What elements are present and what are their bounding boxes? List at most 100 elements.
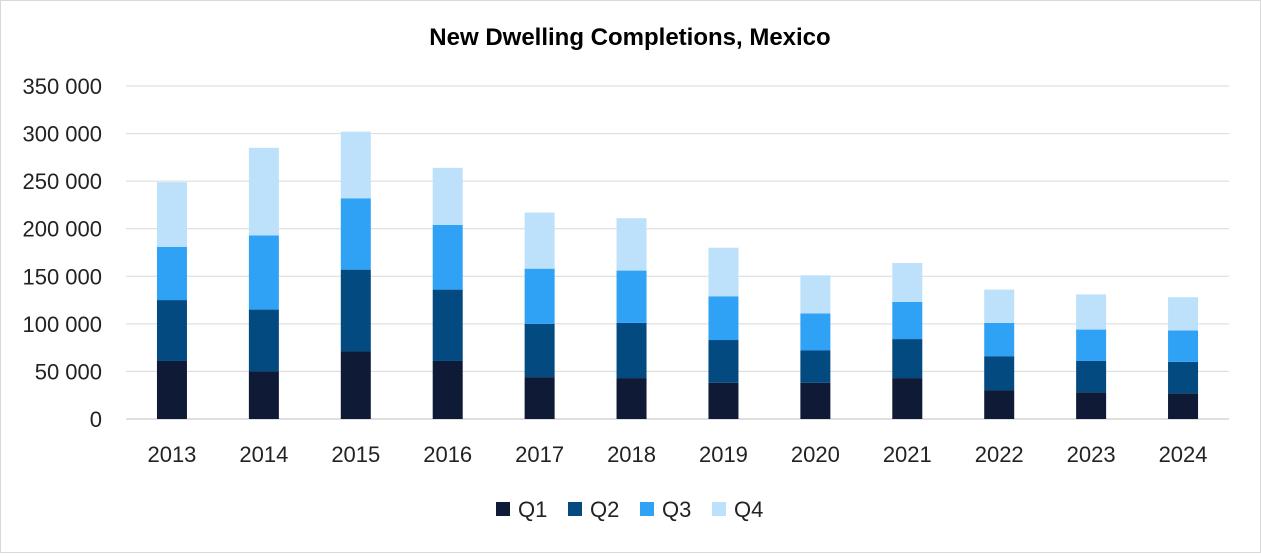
bar-segment-q3-2024 [1168, 330, 1199, 362]
legend-label: Q1 [518, 497, 547, 522]
bar-segment-q1-2015 [340, 351, 371, 419]
x-tick-label: 2020 [791, 442, 840, 467]
y-tick-label: 200 000 [22, 217, 102, 242]
bar-segment-q4-2024 [1168, 297, 1199, 331]
bar-segment-q3-2019 [708, 296, 739, 341]
x-tick-label: 2016 [423, 442, 472, 467]
y-tick-label: 0 [90, 407, 102, 432]
bar-segment-q4-2020 [800, 275, 831, 314]
x-tick-label: 2019 [699, 442, 748, 467]
y-tick-label: 300 000 [22, 122, 102, 147]
legend-item-q4: Q4 [712, 497, 763, 522]
bar-segment-q2-2018 [616, 322, 647, 379]
bar-segment-q1-2014 [248, 371, 279, 419]
x-tick-label: 2023 [1067, 442, 1116, 467]
bar-segment-q1-2023 [1076, 392, 1107, 419]
bar-stack-2016 [432, 167, 463, 419]
x-tick-label: 2013 [147, 442, 196, 467]
y-tick-label: 100 000 [22, 312, 102, 337]
x-tick-label: 2014 [239, 442, 288, 467]
legend-swatch [496, 502, 510, 516]
bar-segment-q3-2018 [616, 270, 647, 323]
bar-stack-2021 [892, 262, 923, 419]
bar-segment-q3-2020 [800, 313, 831, 351]
bar-segment-q2-2016 [432, 289, 463, 361]
bar-segment-q1-2022 [984, 390, 1015, 419]
bar-segment-q2-2019 [708, 340, 739, 383]
bar-segment-q4-2022 [984, 289, 1015, 323]
bar-stack-2017 [524, 212, 555, 419]
bar-stack-2013 [156, 182, 187, 419]
x-tick-label: 2021 [883, 442, 932, 467]
gridlines [126, 85, 1229, 420]
y-tick-label: 350 000 [22, 74, 102, 99]
bar-segment-q2-2017 [524, 323, 555, 378]
bar-segment-q4-2015 [340, 131, 371, 199]
bar-stack-2022 [984, 289, 1015, 419]
y-tick-label: 50 000 [35, 359, 102, 384]
legend-swatch [640, 502, 654, 516]
bar-segment-q2-2021 [892, 339, 923, 379]
bar-stack-2015 [340, 131, 371, 419]
bar-segment-q1-2018 [616, 378, 647, 419]
bar-segment-q2-2022 [984, 356, 1015, 391]
bar-stack-2018 [616, 218, 647, 419]
bar-segment-q4-2013 [156, 182, 187, 247]
bar-segment-q3-2014 [248, 235, 279, 310]
bar-segment-q3-2021 [892, 301, 923, 340]
bar-segment-q3-2023 [1076, 329, 1107, 361]
bar-stack-2024 [1168, 297, 1199, 419]
legend-label: Q2 [590, 497, 619, 522]
bar-segment-q4-2021 [892, 262, 923, 302]
bar-segment-q2-2013 [156, 300, 187, 361]
bars [156, 131, 1199, 419]
y-tick-label: 250 000 [22, 169, 102, 194]
x-tick-label: 2017 [515, 442, 564, 467]
bar-segment-q1-2020 [800, 382, 831, 419]
bar-segment-q1-2024 [1168, 393, 1199, 419]
bar-segment-q2-2023 [1076, 360, 1107, 393]
bar-segment-q1-2021 [892, 378, 923, 419]
chart-title: New Dwelling Completions, Mexico [429, 24, 830, 51]
bar-segment-q2-2015 [340, 269, 371, 352]
bar-stack-2014 [248, 147, 279, 419]
x-tick-label: 2022 [975, 442, 1024, 467]
bar-segment-q1-2013 [156, 360, 187, 419]
bar-stack-2023 [1076, 294, 1107, 419]
bar-segment-q3-2013 [156, 246, 187, 301]
x-tick-label: 2015 [331, 442, 380, 467]
x-tick-label: 2024 [1159, 442, 1208, 467]
bar-segment-q2-2024 [1168, 361, 1199, 394]
y-axis-ticks: 0 50 000 100 000 150 000 200 000 250 000 300 0… [22, 74, 102, 432]
legend-label: Q4 [734, 497, 763, 522]
bar-segment-q3-2015 [340, 198, 371, 270]
x-tick-label: 2018 [607, 442, 656, 467]
legend-swatch [568, 502, 582, 516]
bar-segment-q2-2014 [248, 309, 279, 372]
bar-segment-q3-2022 [984, 322, 1015, 357]
legend-item-q3: Q3 [640, 497, 691, 522]
bar-segment-q4-2023 [1076, 294, 1107, 330]
bar-segment-q1-2016 [432, 360, 463, 419]
bar-segment-q4-2018 [616, 218, 647, 271]
legend-label: Q3 [662, 497, 691, 522]
y-tick-label: 150 000 [22, 264, 102, 289]
bar-segment-q4-2016 [432, 167, 463, 225]
bar-stack-2019 [708, 247, 739, 419]
legend-item-q1: Q1 [496, 497, 547, 522]
bar-segment-q2-2020 [800, 350, 831, 383]
legend-swatch [712, 502, 726, 516]
bar-segment-q4-2014 [248, 147, 279, 236]
bar-segment-q4-2017 [524, 212, 555, 269]
bar-stack-2020 [800, 275, 831, 419]
bar-segment-q4-2019 [708, 247, 739, 297]
legend-item-q2: Q2 [568, 497, 619, 522]
bar-segment-q1-2017 [524, 377, 555, 419]
legend: Q1 Q2 Q3 Q4 [496, 497, 763, 522]
bar-segment-q3-2017 [524, 268, 555, 324]
x-axis-ticks: 2013 2014 2015 2016 2017 2018 2019 2020 2021 2022… [147, 442, 1207, 467]
bar-segment-q3-2016 [432, 224, 463, 290]
bar-segment-q1-2019 [708, 382, 739, 419]
